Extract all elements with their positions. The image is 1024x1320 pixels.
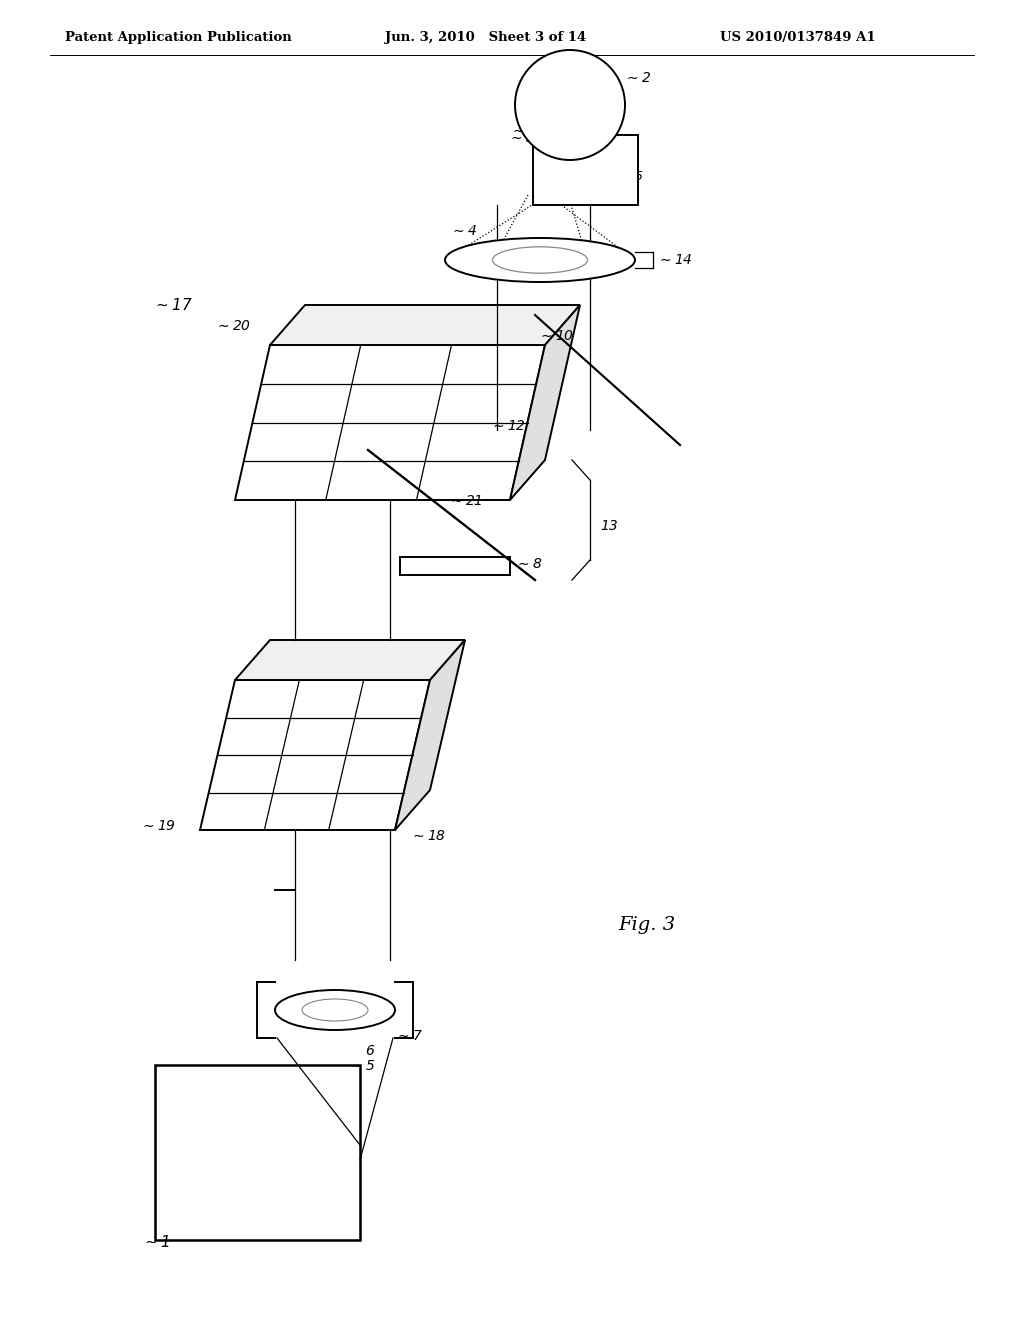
Text: $\sim$17: $\sim$17 <box>153 297 193 313</box>
Text: Fig. 3: Fig. 3 <box>618 916 675 935</box>
Text: $\sim$1: $\sim$1 <box>142 1234 170 1250</box>
Text: $\sim$5: $\sim$5 <box>348 1059 375 1073</box>
Text: $\sim$8: $\sim$8 <box>515 557 543 572</box>
Bar <box>155 1065 360 1239</box>
Polygon shape <box>234 345 545 500</box>
Polygon shape <box>510 305 580 500</box>
Text: $\sim$14: $\sim$14 <box>657 253 692 267</box>
Text: $\sim$4: $\sim$4 <box>450 224 477 238</box>
Polygon shape <box>395 640 465 830</box>
Text: $\sim$12: $\sim$12 <box>490 418 526 433</box>
Polygon shape <box>200 680 430 830</box>
Text: $\sim$2: $\sim$2 <box>624 71 651 84</box>
Text: $\sim$19: $\sim$19 <box>140 818 176 833</box>
Text: 15: 15 <box>627 170 643 183</box>
Ellipse shape <box>493 247 588 273</box>
Polygon shape <box>234 640 465 680</box>
Text: US 2010/0137849 A1: US 2010/0137849 A1 <box>720 30 876 44</box>
Text: $\sim$7: $\sim$7 <box>395 1030 423 1043</box>
Text: Jun. 3, 2010   Sheet 3 of 14: Jun. 3, 2010 Sheet 3 of 14 <box>385 30 587 44</box>
Circle shape <box>515 50 625 160</box>
Text: $\sim$21: $\sim$21 <box>449 494 482 508</box>
Text: $\sim$3: $\sim$3 <box>510 124 537 139</box>
Text: $\sim$10: $\sim$10 <box>538 329 574 343</box>
Text: $\sim$3: $\sim$3 <box>508 131 535 145</box>
Text: $\sim$18: $\sim$18 <box>410 829 446 843</box>
Bar <box>534 135 638 205</box>
Bar <box>400 557 510 576</box>
Text: Patent Application Publication: Patent Application Publication <box>65 30 292 44</box>
Text: 6: 6 <box>365 1044 374 1059</box>
Polygon shape <box>270 305 580 345</box>
Ellipse shape <box>275 990 395 1030</box>
Text: $\sim$20: $\sim$20 <box>215 319 251 333</box>
Ellipse shape <box>445 238 635 282</box>
Ellipse shape <box>302 999 368 1020</box>
Text: 13: 13 <box>600 519 617 533</box>
